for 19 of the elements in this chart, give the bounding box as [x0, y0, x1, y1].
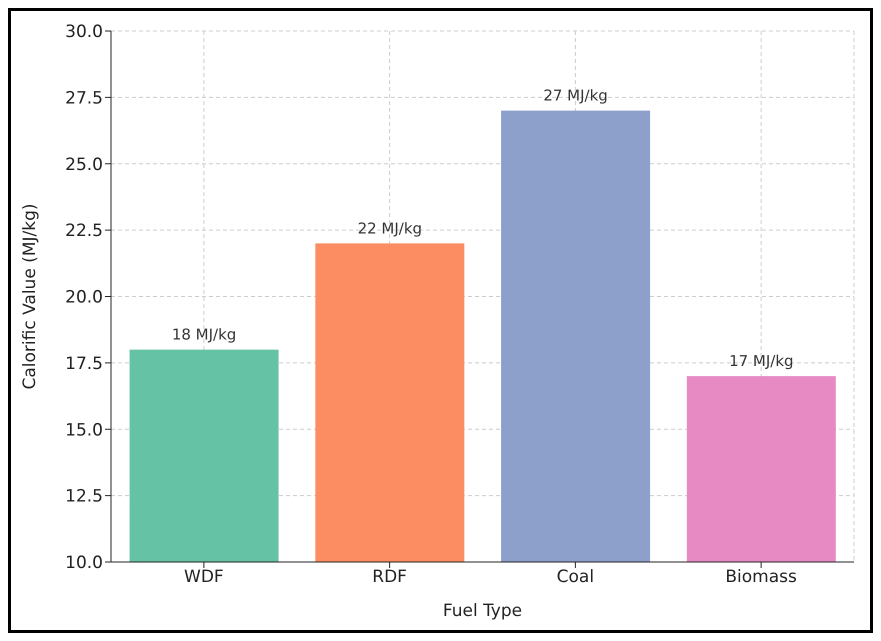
data-label: 17 MJ/kg — [729, 352, 794, 370]
x-tick-label: RDF — [372, 567, 407, 588]
x-tick-label: Coal — [556, 567, 594, 588]
y-tick-label: 30.0 — [65, 22, 103, 42]
x-axis-title: Fuel Type — [442, 601, 522, 621]
y-axis-title: Calorific Value (MJ/kg) — [20, 204, 40, 390]
y-tick-label: 25.0 — [65, 154, 103, 175]
y-tick-label: 15.0 — [65, 420, 103, 440]
y-tick-label: 17.5 — [65, 354, 103, 374]
y-tick-label: 20.0 — [65, 288, 103, 308]
y-tick-label: 12.5 — [65, 486, 103, 507]
x-tick-label: WDF — [184, 567, 224, 588]
data-label: 22 MJ/kg — [358, 219, 422, 238]
x-tick-label: Biomass — [725, 567, 798, 588]
y-tick-label: 10.0 — [65, 553, 103, 574]
data-label: 18 MJ/kg — [172, 326, 236, 344]
data-label: 27 MJ/kg — [543, 86, 608, 105]
y-tick-label: 22.5 — [65, 221, 103, 242]
y-tick-label: 27.5 — [65, 88, 103, 108]
